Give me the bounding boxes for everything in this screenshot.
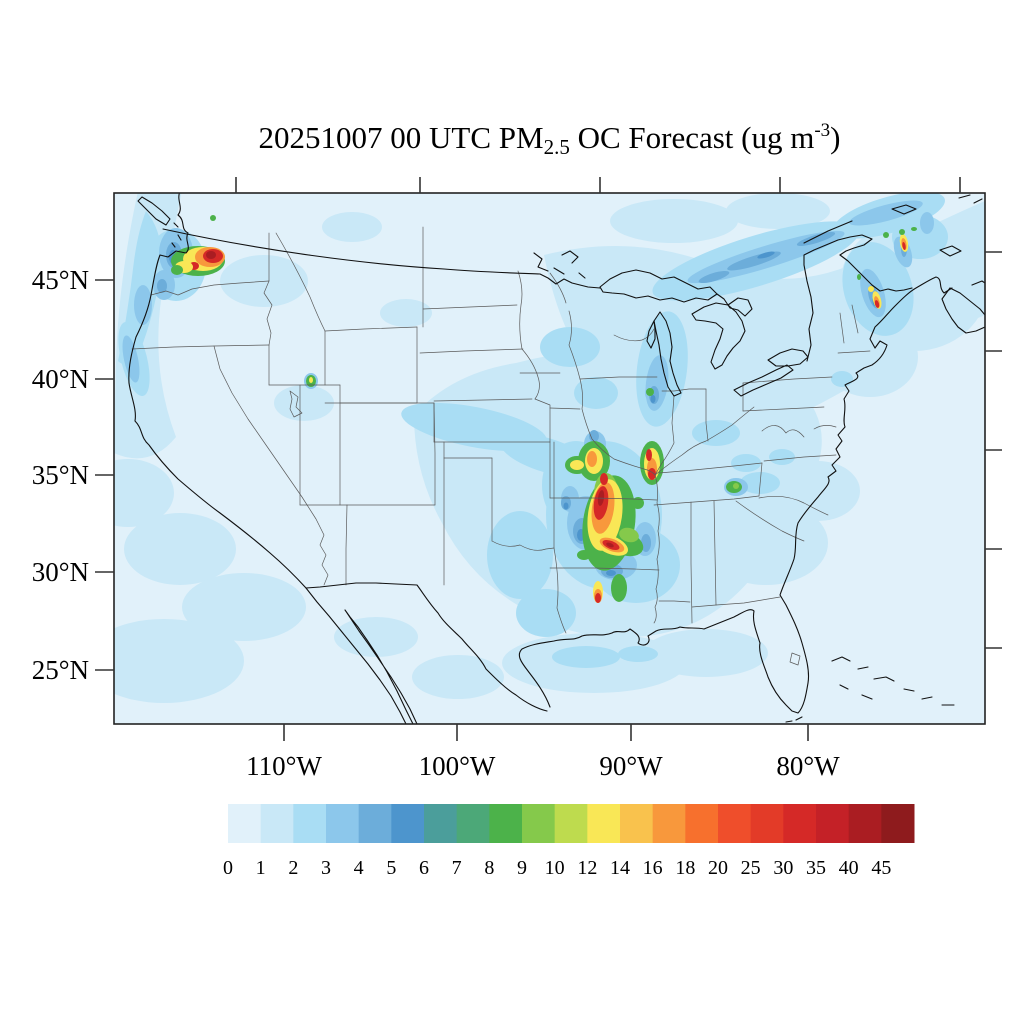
colorbar-segment — [260, 804, 294, 843]
colorbar-tick-label: 5 — [386, 857, 396, 879]
hotspot-blob — [733, 483, 739, 489]
colorbar-segment — [587, 804, 621, 843]
colorbar-tick-label: 25 — [741, 857, 761, 879]
hotspot-blob — [587, 451, 597, 467]
hotspot-blob — [646, 388, 654, 396]
title-subscript: 2.5 — [543, 135, 570, 159]
hotspot-blob — [210, 215, 216, 221]
hotspot-blob — [606, 542, 614, 548]
hotspot-blob — [309, 377, 313, 383]
hotspot-blob — [899, 229, 905, 235]
colorbar: 0 1 2 3 4 5 6 7 8 9 10 12 14 16 18 20 25 30 35 40 45 — [223, 804, 915, 879]
colorbar-segment — [816, 804, 850, 843]
colorbar-segment — [848, 804, 882, 843]
lat-tick-label: 45°N — [32, 265, 89, 295]
hotspot-blob — [857, 274, 861, 280]
lon-tick-label: 80°W — [776, 751, 840, 781]
map-canvas — [114, 193, 985, 724]
colorbar-segment — [652, 804, 686, 843]
hotspot-blob — [600, 473, 608, 485]
colorbar-segment — [685, 804, 719, 843]
colorbar-tick-label: 0 — [223, 857, 233, 879]
colorbar-tick-label: 35 — [806, 857, 826, 879]
colorbar-segment — [424, 804, 458, 843]
colorbar-tick-label: 40 — [839, 857, 859, 879]
colorbar-tick-label: 20 — [708, 857, 728, 879]
lat-tick-label: 25°N — [32, 655, 89, 685]
hotspot-blob — [868, 286, 874, 292]
colorbar-tick-label: 16 — [643, 857, 663, 879]
lat-tick-label: 30°N — [32, 557, 89, 587]
colorbar-segment — [554, 804, 588, 843]
colorbar-tick-label: 45 — [871, 857, 891, 879]
colorbar-tick-label: 18 — [675, 857, 695, 879]
hotspot-blob — [611, 574, 627, 602]
colorbar-tick-label: 3 — [321, 857, 331, 879]
colorbar-tick-label: 6 — [419, 857, 429, 879]
hotspot-blob — [874, 300, 880, 308]
colorbar-tick-label: 2 — [288, 857, 298, 879]
lat-tick-label: 40°N — [32, 364, 89, 394]
title-text: 20251007 00 UTC PM — [258, 120, 544, 155]
title-middle: OC Forecast (ug m — [569, 120, 815, 155]
lon-tick-label: 100°W — [419, 751, 496, 781]
colorbar-segment — [750, 804, 784, 843]
colorbar-segment — [489, 804, 523, 843]
map-frame — [113, 192, 986, 725]
hotspot-blob — [595, 593, 601, 603]
hotspot-blob — [902, 242, 906, 250]
axis-ticks: 45°N 40°N 35°N 30°N 25°N 110°W 100°W 90°W 80°W — [32, 177, 1002, 781]
hotspot-markers — [171, 215, 917, 603]
plot-title: 20251007 00 UTC PM2.5 OC Forecast (ug m-… — [114, 120, 985, 160]
coastline — [128, 193, 985, 724]
colorbar-segment — [228, 804, 262, 843]
colorbar-segment — [881, 804, 915, 843]
hotspot-blob — [570, 460, 584, 470]
colorbar-tick-label: 7 — [452, 857, 462, 879]
hotspot-blob — [648, 468, 656, 480]
colorbar-segment — [456, 804, 490, 843]
hotspot-blob — [171, 265, 183, 275]
hotspot-blob — [577, 550, 591, 560]
hotspot-blob — [619, 527, 639, 543]
colorbar-tick-label: 4 — [354, 857, 364, 879]
colorbar-tick-label: 1 — [256, 857, 266, 879]
hotspot-blob — [646, 449, 652, 461]
title-superscript: -3 — [814, 120, 831, 141]
colorbar-tick-label: 8 — [484, 857, 494, 879]
lon-tick-label: 90°W — [599, 751, 663, 781]
colorbar-tick-label: 10 — [545, 857, 565, 879]
colorbar-segment — [326, 804, 360, 843]
colorbar-segment — [293, 804, 327, 843]
colorbar-segment — [718, 804, 752, 843]
colorbar-segment — [358, 804, 392, 843]
colorbar-segment — [391, 804, 425, 843]
lon-tick-label: 110°W — [246, 751, 322, 781]
colorbar-tick-label: 14 — [610, 857, 630, 879]
colorbar-segment — [783, 804, 817, 843]
colorbar-segment — [620, 804, 654, 843]
colorbar-tick-label: 30 — [773, 857, 793, 879]
state-borders — [131, 226, 871, 666]
lat-tick-label: 35°N — [32, 460, 89, 490]
colorbar-tick-label: 12 — [577, 857, 597, 879]
title-suffix: ) — [830, 120, 841, 155]
colorbar-tick-label: 9 — [517, 857, 527, 879]
hotspot-blob — [206, 251, 216, 259]
colorbar-segment — [522, 804, 556, 843]
hotspot-blob — [632, 497, 644, 509]
hotspot-blob — [883, 232, 889, 238]
hotspot-blob — [911, 227, 917, 231]
